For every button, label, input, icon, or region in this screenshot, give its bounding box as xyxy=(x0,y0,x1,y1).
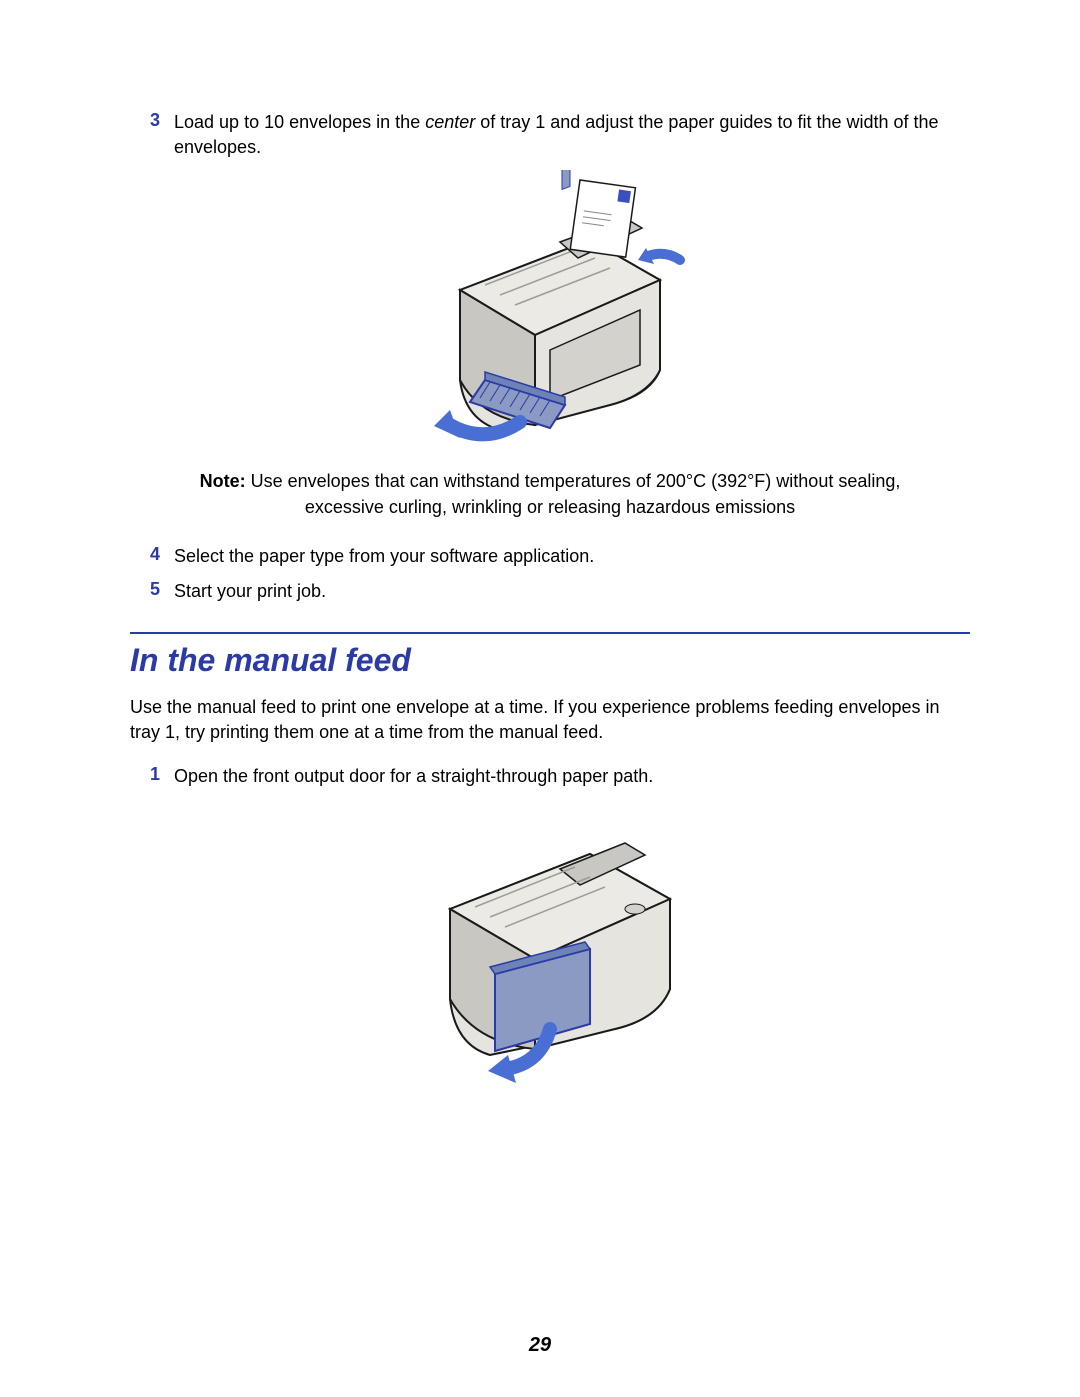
step-text: Load up to 10 envelopes in the center of… xyxy=(174,110,970,160)
printer-envelope-illustration xyxy=(390,170,710,450)
note-text: Use envelopes that can withstand tempera… xyxy=(246,471,901,516)
section-heading: In the manual feed xyxy=(130,642,970,679)
document-page: 3 Load up to 10 envelopes in the center … xyxy=(0,0,1080,1397)
section-divider xyxy=(130,632,970,634)
step-item: 1 Open the front output door for a strai… xyxy=(130,764,970,789)
figure-envelope-tray xyxy=(130,170,970,455)
printer-door-illustration xyxy=(390,799,710,1089)
note-label: Note: xyxy=(200,471,246,491)
intro-paragraph: Use the manual feed to print one envelop… xyxy=(130,695,970,745)
step-number: 4 xyxy=(130,544,174,569)
step-number: 1 xyxy=(130,764,174,789)
note-block: Note: Use envelopes that can withstand t… xyxy=(190,469,910,519)
step-number: 3 xyxy=(130,110,174,160)
figure-front-door xyxy=(130,799,970,1094)
step-item: 3 Load up to 10 envelopes in the center … xyxy=(130,110,970,160)
step-text-before: Load up to 10 envelopes in the xyxy=(174,112,425,132)
step-text: Select the paper type from your software… xyxy=(174,544,970,569)
page-number: 29 xyxy=(0,1334,1080,1357)
step-item: 4 Select the paper type from your softwa… xyxy=(130,544,970,569)
step-item: 5 Start your print job. xyxy=(130,579,970,604)
step-number: 5 xyxy=(130,579,174,604)
step-text: Open the front output door for a straigh… xyxy=(174,764,970,789)
step-text-italic: center xyxy=(425,112,475,132)
step-text: Start your print job. xyxy=(174,579,970,604)
